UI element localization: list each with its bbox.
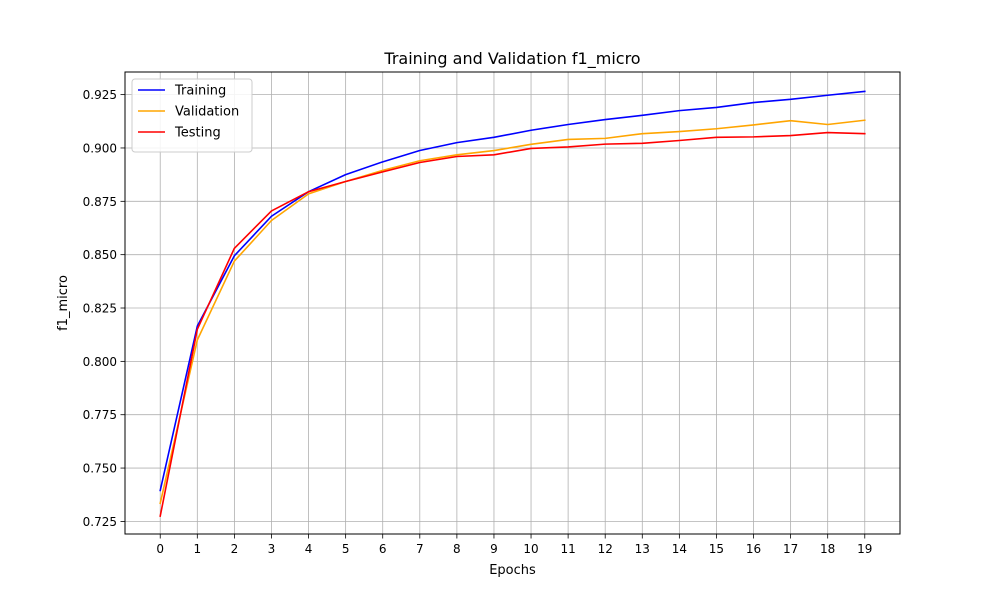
series-lines <box>159 90 866 518</box>
x-tick-label: 6 <box>379 542 387 556</box>
x-tick-label: 4 <box>305 542 313 556</box>
y-tick-label: 0.725 <box>83 515 117 529</box>
y-axis-ticks: 0.725 0.750 0.775 0.800 0.825 0.850 0.875 0.900… <box>83 88 125 529</box>
y-tick-label: 0.850 <box>83 248 117 262</box>
y-tick-label: 0.825 <box>83 302 117 316</box>
chart-title: Training and Validation f1_micro <box>383 49 640 69</box>
legend: Training Validation Testing <box>131 78 253 153</box>
x-tick-label: 13 <box>635 542 650 556</box>
x-tick-label: 5 <box>342 542 350 556</box>
x-tick-label: 17 <box>783 542 798 556</box>
series-line-testing <box>159 131 866 518</box>
legend-label-testing: Testing <box>174 126 221 141</box>
y-axis-label: f1_micro <box>56 275 71 331</box>
legend-label-validation: Validation <box>175 105 239 120</box>
series-line-training <box>159 90 866 492</box>
y-tick-label: 0.900 <box>83 141 117 155</box>
x-tick-label: 9 <box>490 542 498 556</box>
series-line-validation <box>159 119 866 505</box>
legend-label-training: Training <box>174 84 226 99</box>
x-tick-label: 0 <box>156 542 164 556</box>
x-tick-label: 11 <box>560 542 575 556</box>
x-tick-label: 19 <box>857 542 872 556</box>
plot-frame <box>124 71 901 535</box>
x-tick-label: 18 <box>820 542 835 556</box>
legend-box <box>131 78 253 153</box>
x-axis-ticks: 0 1 2 3 4 5 6 7 8 9 10 11 12 13 14 15 16 17 18 19 <box>156 534 872 556</box>
x-tick-label: 8 <box>453 542 461 556</box>
x-axis-label: Epochs <box>489 563 536 578</box>
y-tick-label: 0.775 <box>83 408 117 422</box>
x-tick-label: 15 <box>709 542 724 556</box>
x-tick-label: 12 <box>598 542 613 556</box>
x-tick-label: 7 <box>416 542 424 556</box>
x-tick-label: 16 <box>746 542 761 556</box>
y-tick-label: 0.750 <box>83 462 117 476</box>
x-tick-label: 1 <box>193 542 201 556</box>
x-tick-label: 2 <box>231 542 239 556</box>
y-tick-label: 0.875 <box>83 195 117 209</box>
grid <box>125 72 900 534</box>
y-tick-label: 0.800 <box>83 355 117 369</box>
x-tick-label: 10 <box>523 542 538 556</box>
x-tick-label: 3 <box>268 542 276 556</box>
x-tick-label: 14 <box>672 542 687 556</box>
y-tick-label: 0.925 <box>83 88 117 102</box>
